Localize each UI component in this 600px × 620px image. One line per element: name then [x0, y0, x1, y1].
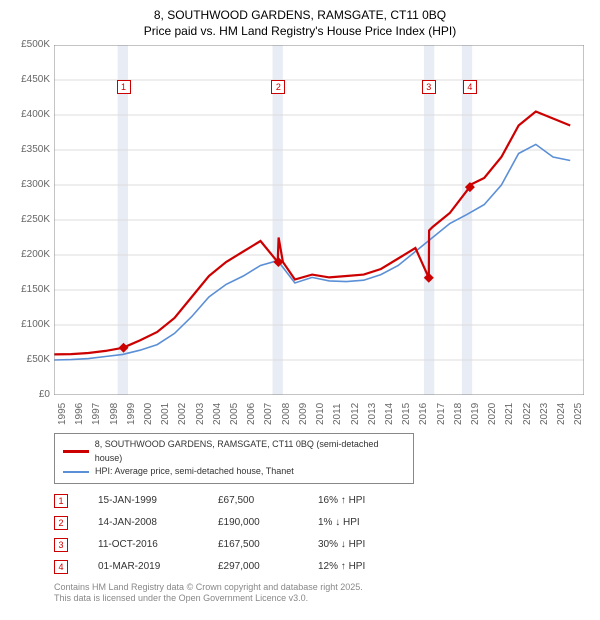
- title-line-2: Price paid vs. HM Land Registry's House …: [12, 24, 588, 40]
- y-tick-label: £200K: [12, 249, 50, 260]
- x-tick-label: 1997: [91, 403, 102, 425]
- transaction-row: 2 14-JAN-2008£190,0001% ↓ HPI: [54, 512, 588, 534]
- y-tick-label: £450K: [12, 74, 50, 85]
- transactions-table: 1 15-JAN-1999£67,50016% ↑ HPI 2 14-JAN-2008…: [54, 490, 588, 578]
- y-tick-label: £0: [12, 389, 50, 400]
- x-tick-label: 2012: [350, 403, 361, 425]
- y-tick-label: £400K: [12, 109, 50, 120]
- y-tick-label: £350K: [12, 144, 50, 155]
- x-tick-label: 2019: [470, 403, 481, 425]
- x-tick-label: 2021: [504, 403, 515, 425]
- x-tick-label: 1995: [57, 403, 68, 425]
- transaction-date: 01-MAR-2019: [98, 561, 218, 572]
- x-tick-label: 2023: [539, 403, 550, 425]
- x-tick-label: 2000: [143, 403, 154, 425]
- y-tick-label: £300K: [12, 179, 50, 190]
- x-tick-label: 2014: [384, 403, 395, 425]
- y-tick-label: £150K: [12, 284, 50, 295]
- legend-row-hpi: HPI: Average price, semi-detached house,…: [63, 465, 405, 479]
- transaction-price: £190,000: [218, 517, 318, 528]
- transaction-row: 3 11-OCT-2016£167,50030% ↓ HPI: [54, 534, 588, 556]
- x-tick-label: 2018: [453, 403, 464, 425]
- transaction-hpi: 12% ↑ HPI: [318, 561, 418, 572]
- x-tick-label: 2011: [332, 404, 343, 426]
- transaction-index: 3: [54, 538, 68, 552]
- footer-text: Contains HM Land Registry data © Crown c…: [54, 582, 588, 605]
- annotation-marker: 4: [463, 80, 477, 94]
- x-tick-label: 2003: [195, 403, 206, 425]
- x-tick-label: 2008: [281, 403, 292, 425]
- legend-swatch-hpi: [63, 471, 89, 473]
- transaction-hpi: 30% ↓ HPI: [318, 539, 418, 550]
- x-tick-label: 2025: [573, 403, 584, 425]
- transaction-price: £167,500: [218, 539, 318, 550]
- y-tick-label: £250K: [12, 214, 50, 225]
- transaction-hpi: 16% ↑ HPI: [318, 495, 418, 506]
- legend-box: 8, SOUTHWOOD GARDENS, RAMSGATE, CT11 0BQ…: [54, 433, 414, 484]
- transaction-date: 14-JAN-2008: [98, 517, 218, 528]
- x-tick-label: 2009: [298, 403, 309, 425]
- chart-container: 8, SOUTHWOOD GARDENS, RAMSGATE, CT11 0BQ…: [0, 0, 600, 609]
- chart-title: 8, SOUTHWOOD GARDENS, RAMSGATE, CT11 0BQ…: [12, 8, 588, 39]
- x-tick-label: 2001: [160, 403, 171, 425]
- transaction-row: 4 01-MAR-2019£297,00012% ↑ HPI: [54, 556, 588, 578]
- transaction-price: £297,000: [218, 561, 318, 572]
- legend-row-property: 8, SOUTHWOOD GARDENS, RAMSGATE, CT11 0BQ…: [63, 438, 405, 465]
- x-tick-label: 2024: [556, 403, 567, 425]
- footer-line-1: Contains HM Land Registry data © Crown c…: [54, 582, 588, 594]
- transaction-date: 15-JAN-1999: [98, 495, 218, 506]
- legend-label-hpi: HPI: Average price, semi-detached house,…: [95, 465, 294, 479]
- x-tick-label: 1996: [74, 403, 85, 425]
- x-tick-label: 2002: [177, 403, 188, 425]
- x-tick-label: 2016: [418, 403, 429, 425]
- x-tick-label: 2017: [436, 403, 447, 425]
- title-line-1: 8, SOUTHWOOD GARDENS, RAMSGATE, CT11 0BQ: [12, 8, 588, 24]
- x-tick-label: 2015: [401, 403, 412, 425]
- x-tick-label: 2006: [246, 403, 257, 425]
- chart-area: £0 £50K £100K £150K £200K £250K £300K £350K £400…: [12, 45, 588, 429]
- transaction-index: 1: [54, 494, 68, 508]
- x-tick-label: 1998: [109, 403, 120, 425]
- legend-swatch-property: [63, 450, 89, 453]
- x-tick-label: 2004: [212, 403, 223, 425]
- annotation-marker: 1: [117, 80, 131, 94]
- footer-line-2: This data is licensed under the Open Gov…: [54, 593, 588, 605]
- transaction-row: 1 15-JAN-1999£67,50016% ↑ HPI: [54, 490, 588, 512]
- transaction-hpi: 1% ↓ HPI: [318, 517, 418, 528]
- x-tick-label: 2005: [229, 403, 240, 425]
- legend-label-property: 8, SOUTHWOOD GARDENS, RAMSGATE, CT11 0BQ…: [95, 438, 405, 465]
- transaction-index: 4: [54, 560, 68, 574]
- y-tick-label: £500K: [12, 39, 50, 50]
- y-tick-label: £50K: [12, 354, 50, 365]
- x-tick-label: 1999: [126, 403, 137, 425]
- x-tick-label: 2022: [522, 403, 533, 425]
- x-tick-label: 2010: [315, 403, 326, 425]
- y-tick-label: £100K: [12, 319, 50, 330]
- annotation-marker: 2: [271, 80, 285, 94]
- x-tick-label: 2007: [263, 403, 274, 425]
- plot-svg: [54, 45, 584, 395]
- transaction-date: 11-OCT-2016: [98, 539, 218, 550]
- annotation-marker: 3: [422, 80, 436, 94]
- transaction-price: £67,500: [218, 495, 318, 506]
- transaction-index: 2: [54, 516, 68, 530]
- x-tick-label: 2013: [367, 403, 378, 425]
- x-tick-label: 2020: [487, 403, 498, 425]
